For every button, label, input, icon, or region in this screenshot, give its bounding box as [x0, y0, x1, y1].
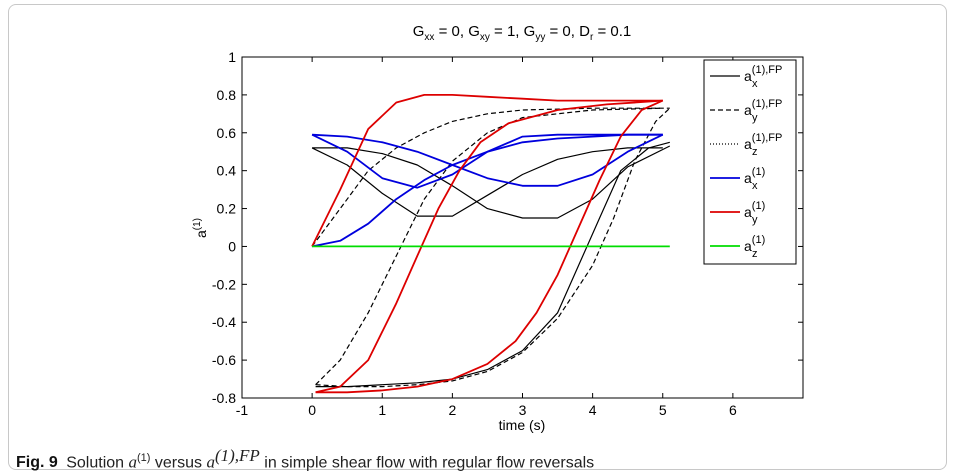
x-axis-label: time (s)	[499, 417, 546, 433]
chart: Gxx = 0, Gxy = 1, Gyy = 0, Dr = 0.1 -1 0 1…	[192, 23, 804, 433]
legend-label: a(1) x	[744, 166, 765, 192]
series-line	[311, 94, 663, 247]
series-line	[312, 133, 664, 187]
y-tick-label: -0.4	[212, 314, 236, 330]
legend-label: a(1) y	[744, 200, 765, 226]
y-tick-label: 0	[228, 238, 236, 254]
series-line	[315, 99, 664, 394]
series-line	[315, 99, 663, 394]
x-ticks: -1 0 1 2 3 4 5 6	[236, 57, 737, 418]
series-line	[312, 145, 671, 219]
x-tick-label: 1	[378, 402, 386, 418]
y-ticks: -0.8 -0.6 -0.4 -0.2 0 0.2 0.4 0.6 0.8 1	[212, 49, 803, 406]
x-tick-label: 6	[729, 402, 737, 418]
x-tick-label: 4	[589, 402, 597, 418]
y-tick-label: 0.8	[217, 87, 237, 103]
y-tick-label: 1	[228, 49, 236, 65]
figure-caption: Fig. 9 Solution a(1) versus a(1),FP in s…	[16, 446, 595, 472]
y-tick-label: 0.4	[217, 163, 237, 179]
legend-label: a(1),FP z	[744, 132, 782, 158]
series-line	[315, 141, 670, 388]
y-tick-label: -0.6	[212, 352, 236, 368]
legend: a(1),FP x a(1),FP y a(1),FP z a(1) x a(1) y a(1) z	[703, 59, 797, 265]
y-tick-label: -0.2	[212, 276, 236, 292]
x-tick-label: 5	[659, 402, 667, 418]
y-tick-label: 0.6	[217, 125, 237, 141]
chart-title: Gxx = 0, Gxy = 1, Gyy = 0, Dr = 0.1	[413, 23, 631, 43]
y-tick-label: 0.2	[217, 201, 237, 217]
series-line	[311, 133, 663, 248]
figure-label: Fig. 9	[16, 454, 58, 472]
figure-frame	[8, 4, 947, 470]
legend-label: a(1),FP x	[744, 64, 782, 90]
y-axis-label: a(1)	[192, 218, 209, 238]
series-lines	[311, 94, 671, 394]
x-tick-label: 3	[519, 402, 527, 418]
x-tick-label: 2	[448, 402, 456, 418]
series-line	[311, 147, 663, 217]
x-tick-label: 0	[308, 402, 316, 418]
x-tick-label: -1	[236, 402, 249, 418]
legend-label: a(1) z	[744, 234, 765, 260]
series-line	[315, 107, 671, 388]
legend-label: a(1),FP y	[744, 98, 782, 124]
y-tick-label: -0.8	[212, 390, 236, 406]
legend-box	[703, 59, 797, 265]
